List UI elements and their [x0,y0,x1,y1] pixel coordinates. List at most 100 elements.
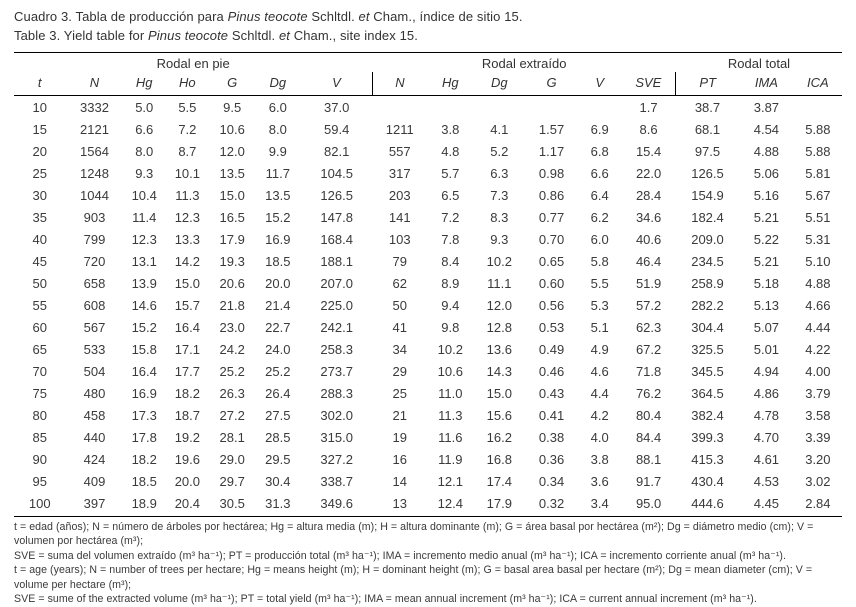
cell: 100 [28,495,51,511]
cell: 4.94 [753,363,780,379]
cell: 3.02 [805,473,831,489]
cell: 71.8 [635,363,662,379]
cell: 16.2 [486,429,512,445]
cell: 82.1 [324,143,350,159]
group-header: Rodal en pie [14,52,373,72]
cell: 6.4 [590,187,609,203]
cell: 15.2 [265,209,291,225]
cell: 567 [83,319,106,335]
cell: 3.87 [753,99,780,115]
cell: 458 [83,407,106,423]
cell: 5.18 [753,275,780,291]
cell: 5.22 [753,231,780,247]
cell: 5.2 [490,143,509,159]
cell: 8.3 [490,209,509,225]
cell: 7.3 [490,187,509,203]
cell: 55 [32,297,47,313]
cell: 28.4 [635,187,662,203]
cell: 4.22 [805,341,831,357]
cell: 0.70 [538,231,565,247]
cell: 0.86 [538,187,565,203]
caption-segment: Pinus teocote [148,28,229,43]
cell: 8.6 [639,121,658,137]
cell: 13.6 [486,341,512,357]
cell: 9.8 [441,319,460,335]
cell: 12.1 [437,473,463,489]
cell: 11.1 [487,275,512,291]
cell: 5.88 [805,121,831,137]
cell: 12.4 [437,495,463,511]
cell: 6.0 [268,99,287,115]
cell: 225.0 [320,297,353,313]
cell [525,96,578,119]
footnotes: t = edad (años); N = número de árboles p… [14,515,842,607]
cell: 19.6 [174,451,201,467]
column-header: Hg [427,72,474,96]
group-header-row: Rodal en pie Rodal extraído Rodal total [14,52,842,72]
cell: 6.6 [135,121,154,137]
cell: 4.00 [805,363,831,379]
cell: 415.3 [691,451,724,467]
cell: 0.34 [538,473,565,489]
cell [372,96,427,119]
cell: 126.5 [691,165,724,181]
cell: 76.2 [635,385,662,401]
cell: 16.5 [219,209,245,225]
column-header: N [65,72,124,96]
cell: 20.4 [174,495,201,511]
cell: 16.4 [174,319,201,335]
cell: 0.46 [538,363,565,379]
cell: 20.0 [265,275,291,291]
cell: 26.3 [219,385,245,401]
cell: 16.4 [131,363,157,379]
cell: 4.9 [590,341,609,357]
column-header: PT [675,72,740,96]
cell: 10 [32,99,47,115]
cell: 7.2 [441,209,460,225]
cell: 19.2 [174,429,201,445]
cell: 399.3 [691,429,724,445]
cell: 13.5 [265,187,291,203]
cell: 15.7 [174,297,201,313]
cell: 147.8 [320,209,353,225]
cell: 11.3 [175,187,200,203]
cell: 10.6 [219,121,245,137]
cell: 17.7 [174,363,201,379]
cell: 288.3 [320,385,353,401]
cell: 12.0 [219,143,245,159]
cell: 28.1 [219,429,245,445]
cell: 1044 [80,187,109,203]
cell: 18.9 [131,495,157,511]
cell: 1248 [80,165,109,181]
column-header: IMA [739,72,794,96]
footnote-line: SVE = suma del volumen extraído (m³ ha⁻¹… [14,549,786,562]
footnote-line: t = edad (años); N = número de árboles p… [14,520,814,548]
table-row: 30 1044 10.4 11.3 15.0 13.5 126.5 203 6.5 7.3 0.86… [14,184,842,206]
cell: 5.13 [753,297,780,313]
cell: 97.5 [694,143,721,159]
cell: 345.5 [691,363,724,379]
cell: 25.2 [265,363,291,379]
cell: 13.1 [131,253,157,269]
cell: 51.9 [635,275,662,291]
cell: 16.8 [486,451,512,467]
cell: 0.41 [538,407,565,423]
cell: 1.7 [639,99,658,115]
cell: 3.79 [805,385,831,401]
cell: 15.6 [486,407,512,423]
cell: 234.5 [691,253,724,269]
cell: 504 [83,363,106,379]
cell: 50 [32,275,47,291]
cell: 4.45 [753,495,780,511]
cell: 16.9 [265,231,291,247]
cell: 75 [32,385,47,401]
cell: 5.51 [805,209,831,225]
cell: 6.0 [590,231,609,247]
caption-segment: et [358,9,370,24]
cell: 13 [392,495,407,511]
cell: 444.6 [691,495,724,511]
cell: 45 [32,253,47,269]
cell: 1.57 [538,121,565,137]
cell: 34 [392,341,407,357]
